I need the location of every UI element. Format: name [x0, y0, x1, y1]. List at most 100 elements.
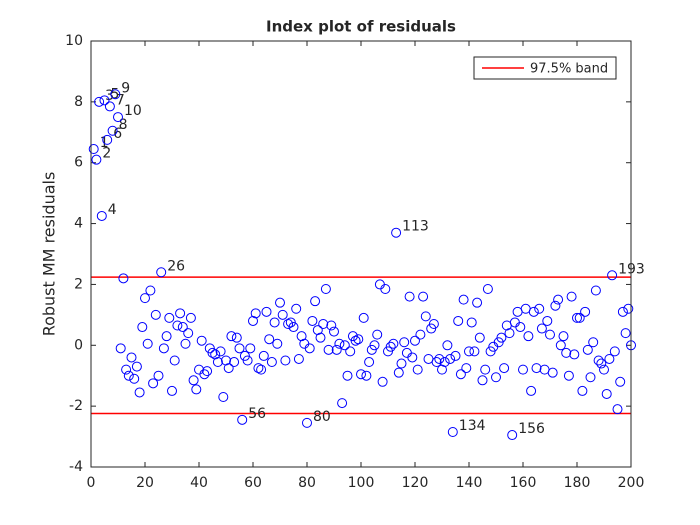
- marker: [121, 364, 132, 375]
- marker: [612, 404, 623, 415]
- marker: [588, 337, 599, 348]
- point-label: 2: [102, 146, 111, 162]
- marker: [407, 352, 418, 363]
- marker: [96, 210, 107, 221]
- marker: [353, 334, 364, 345]
- marker: [582, 344, 593, 355]
- marker: [415, 329, 426, 340]
- marker: [620, 328, 631, 339]
- point-label: 7: [116, 92, 125, 108]
- marker: [256, 364, 267, 375]
- marker: [388, 338, 399, 349]
- marker: [137, 322, 148, 333]
- marker: [491, 372, 501, 383]
- marker: [226, 331, 237, 342]
- marker: [229, 357, 240, 368]
- marker: [248, 315, 258, 326]
- marker: [104, 101, 115, 112]
- marker: [288, 322, 299, 333]
- x-tick-label: 120: [402, 475, 429, 491]
- point-label: 10: [124, 103, 142, 119]
- marker: [469, 346, 480, 357]
- marker: [242, 355, 253, 366]
- marker: [342, 370, 353, 381]
- marker: [518, 364, 528, 375]
- x-tick-label: 0: [87, 475, 96, 491]
- marker: [547, 367, 558, 378]
- marker: [153, 370, 164, 381]
- marker: [218, 392, 229, 403]
- marker: [221, 355, 231, 366]
- marker: [526, 385, 537, 396]
- marker: [291, 303, 302, 314]
- point-label: 6: [113, 126, 122, 142]
- marker: [555, 340, 566, 351]
- marker: [380, 283, 391, 294]
- marker: [134, 387, 145, 398]
- marker: [531, 363, 542, 374]
- marker: [356, 369, 366, 380]
- marker: [258, 350, 269, 361]
- x-tick-label: 20: [136, 475, 154, 491]
- marker: [202, 366, 213, 377]
- marker: [175, 308, 186, 319]
- marker: [107, 125, 118, 136]
- marker: [113, 112, 123, 123]
- marker: [358, 312, 369, 323]
- marker: [339, 340, 350, 351]
- marker: [442, 340, 453, 351]
- marker: [542, 315, 553, 326]
- marker: [177, 322, 188, 333]
- marker: [515, 322, 526, 333]
- marker: [234, 343, 245, 354]
- marker: [404, 291, 415, 302]
- marker: [91, 154, 102, 165]
- marker: [320, 283, 331, 294]
- marker: [609, 346, 620, 357]
- legend-box: [473, 56, 617, 80]
- marker: [269, 317, 280, 328]
- marker: [315, 332, 326, 343]
- marker: [418, 291, 429, 302]
- marker: [88, 144, 99, 155]
- marker: [569, 349, 580, 360]
- marker: [150, 309, 161, 320]
- marker: [604, 353, 615, 364]
- marker: [215, 346, 226, 357]
- marker: [439, 357, 450, 368]
- marker: [307, 315, 318, 326]
- marker: [126, 352, 137, 363]
- marker: [437, 364, 447, 375]
- marker: [412, 364, 423, 375]
- marker: [180, 338, 191, 349]
- marker: [345, 346, 356, 357]
- marker: [372, 329, 383, 340]
- marker: [385, 341, 396, 352]
- point-label: 134: [459, 418, 486, 434]
- point-label: 56: [248, 406, 266, 422]
- marker: [528, 306, 539, 317]
- marker: [523, 331, 534, 342]
- marker: [223, 363, 234, 374]
- marker: [272, 338, 283, 349]
- marker: [156, 267, 167, 278]
- y-tick-label: -2: [69, 398, 83, 414]
- marker: [428, 318, 439, 329]
- marker: [499, 363, 510, 374]
- y-tick-label: 6: [74, 155, 83, 171]
- marker: [599, 364, 609, 375]
- marker: [94, 96, 105, 107]
- marker: [131, 361, 142, 372]
- marker: [231, 332, 242, 343]
- marker: [123, 370, 134, 381]
- x-tick-label: 80: [298, 475, 316, 491]
- marker: [129, 373, 140, 384]
- marker: [396, 358, 407, 369]
- marker: [296, 331, 307, 342]
- marker: [434, 353, 445, 364]
- marker: [572, 312, 582, 323]
- marker: [536, 323, 547, 334]
- marker: [480, 364, 491, 375]
- point-label: 5: [111, 86, 120, 102]
- marker: [377, 376, 388, 387]
